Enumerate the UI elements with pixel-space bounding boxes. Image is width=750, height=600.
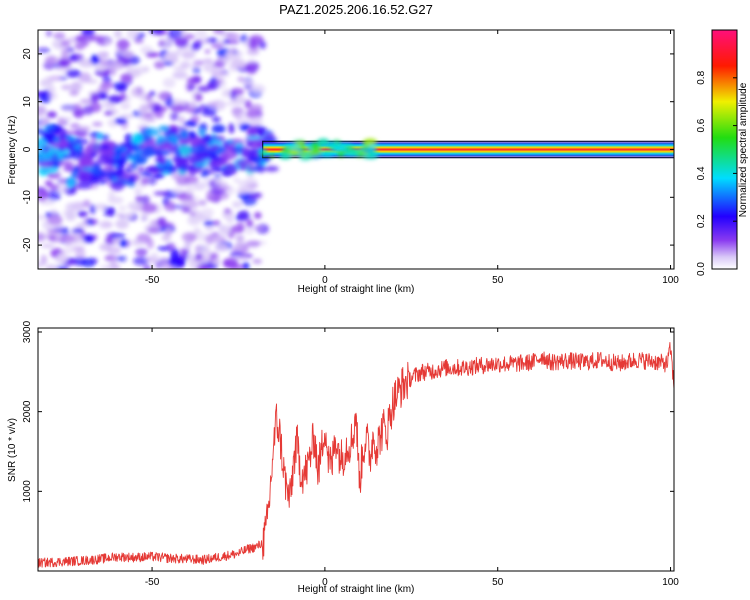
y-tick-label: 0 (22, 146, 33, 152)
y-tick-label: 2000 (22, 400, 33, 423)
y-tick-label: -20 (22, 237, 33, 252)
x-tick-label: 100 (662, 275, 679, 286)
colorbar-tick-label: 0.8 (696, 70, 707, 84)
noise-cluster-near-zero (38, 125, 280, 191)
x-tick-label: -50 (145, 577, 160, 588)
colorbar: 0.0 0.2 0.4 0.6 0.8 Normalized spectral ampl… (696, 29, 749, 276)
chart-title: PAZ1.2025.206.16.52.G27 (279, 2, 433, 17)
spectrogram-panel: -50 0 50 100 -20 -10 0 10 20 Height of straight… (7, 29, 679, 295)
y-tick-label: -10 (22, 190, 33, 205)
colorbar-gradient (711, 29, 738, 270)
y-tick-label: 3000 (22, 320, 33, 343)
colorbar-tick-label: 0.4 (696, 166, 707, 180)
x-tick-label: 100 (662, 577, 679, 588)
x-tick-label: 0 (322, 577, 328, 588)
spectrogram-x-axis-label: Height of straight line (km) (298, 284, 415, 295)
spectrogram-y-axis: -20 -10 0 10 20 (22, 48, 674, 252)
spectrogram-heatmap (38, 30, 674, 269)
snr-panel: -50 0 50 100 1000 2000 3000 Height of straigh… (7, 320, 679, 595)
snr-y-axis-label: SNR (10 * v/v) (7, 418, 18, 482)
snr-x-axis: -50 0 50 100 (145, 328, 679, 588)
x-tick-label: 50 (492, 577, 504, 588)
snr-frame (37, 327, 675, 572)
spectrogram-y-axis-label: Frequency (Hz) (7, 116, 18, 185)
y-tick-label: 10 (22, 96, 33, 108)
snr-series-line (38, 342, 674, 568)
colorbar-tick-label: 0.6 (696, 118, 707, 132)
colorbar-label: Normalized spectral amplitude (738, 82, 749, 217)
colorbar-tick-label: 0.2 (696, 214, 707, 228)
x-tick-label: 0 (322, 275, 328, 286)
signal-onset-wiggles (258, 138, 379, 161)
colorbar-axis: 0.0 0.2 0.4 0.6 0.8 (696, 70, 737, 276)
x-tick-label: -50 (145, 275, 160, 286)
spectrogram-x-axis: -50 0 50 100 (145, 30, 679, 286)
y-tick-label: 20 (22, 48, 33, 60)
snr-y-axis: 1000 2000 3000 (22, 320, 674, 502)
noise-blobs (38, 30, 269, 269)
colorbar-tick-label: 0.0 (696, 262, 707, 276)
snr-x-axis-label: Height of straight line (km) (298, 584, 415, 595)
y-tick-label: 1000 (22, 480, 33, 503)
x-tick-label: 50 (492, 275, 504, 286)
